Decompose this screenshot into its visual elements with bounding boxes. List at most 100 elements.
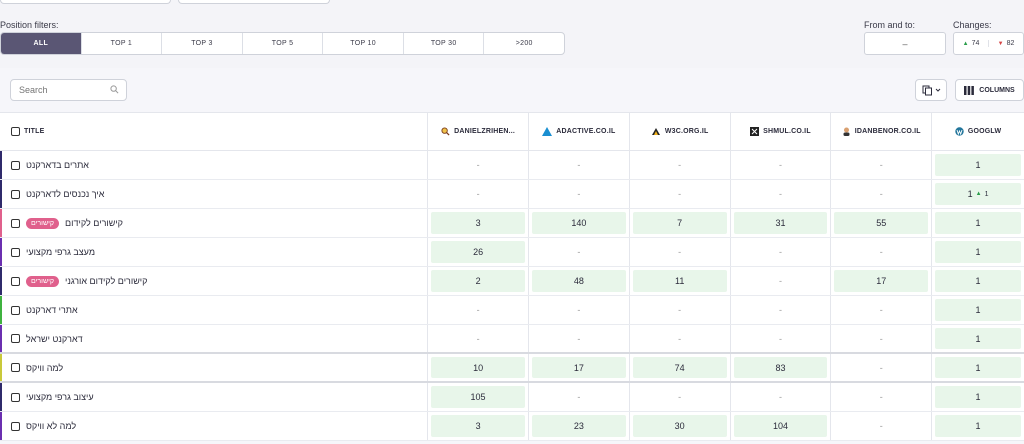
position-cell[interactable]: 3 [427,209,528,237]
table-row[interactable]: דארקנט ישראל - - - - - 1 [0,325,1024,354]
position-cell[interactable]: - [729,151,831,179]
row-checkbox[interactable] [11,421,20,431]
filter-over-200[interactable]: >200 [515,40,533,47]
position-cell[interactable]: 1 [931,412,1024,440]
table-row[interactable]: קישורים קישורים לקידום אורגני 2 48 11 - 17 1 [0,267,1024,296]
select-all-checkbox[interactable] [11,127,20,136]
keyword-title[interactable]: קישורים לקידום אורגני [65,276,148,286]
row-checkbox[interactable] [11,247,20,257]
row-checkbox[interactable] [11,363,20,372]
site-column-header[interactable]: GOOGLW [931,113,1024,150]
position-cell[interactable]: 7 [628,209,730,237]
tag-badge[interactable]: קישורים [26,275,60,287]
position-cell[interactable]: - [729,267,831,295]
position-cell[interactable]: - [729,383,831,411]
position-cell[interactable]: 1 [931,296,1024,324]
table-row[interactable]: למה וויקס 10 17 74 83 - 1 [0,354,1024,383]
row-checkbox[interactable] [11,218,20,228]
position-cell[interactable]: - [830,383,931,411]
position-cell[interactable]: - [628,151,730,179]
position-cell[interactable]: 26 [427,238,528,266]
row-checkbox[interactable] [11,276,20,286]
top-dropdown-stub-1[interactable] [0,0,171,4]
position-cell[interactable]: 48 [527,267,629,295]
position-cell[interactable]: - [628,325,730,352]
title-column-header[interactable]: TITLE [0,113,427,150]
position-cell[interactable]: 104 [729,412,831,440]
position-cell[interactable]: - [527,383,629,411]
position-cell[interactable]: - [427,180,528,208]
filter-all[interactable]: ALL [1,33,82,54]
tag-badge[interactable]: קישורים [26,217,60,229]
position-cell[interactable]: - [729,238,831,266]
site-column-header[interactable]: ADACTIVE.CO.IL [527,113,629,150]
keyword-title[interactable]: אתרי דארקנט [26,305,78,315]
position-cell[interactable]: 30 [628,412,730,440]
position-cell[interactable]: - [628,383,730,411]
table-row[interactable]: למה לא וויקס 3 23 30 104 - 1 [0,412,1024,441]
position-cell[interactable]: 1 [931,209,1024,237]
position-cell[interactable]: - [830,180,931,208]
columns-button[interactable]: COLUMNS [955,79,1024,101]
filter-top-3[interactable]: TOP 3 [162,33,243,54]
position-cell[interactable]: 10 [427,354,528,381]
table-row[interactable]: אתרים בדארקנט - - - - - 1 [0,151,1024,180]
row-checkbox[interactable] [11,305,20,315]
position-cell[interactable]: 1 ▲ 1 [931,180,1024,208]
row-checkbox[interactable] [11,160,20,170]
position-cell[interactable]: - [527,180,629,208]
from-to-range-input[interactable]: – [864,32,946,55]
keyword-title[interactable]: מעצב גרפי מקצועי [26,247,96,257]
position-cell[interactable]: - [527,296,629,324]
position-cell[interactable]: 1 [931,267,1024,295]
position-cell[interactable]: 83 [729,354,831,381]
filter-top-5[interactable]: TOP 5 [243,33,324,54]
keyword-title[interactable]: איך נכנסים לדארקנט [26,189,105,199]
position-cell[interactable]: 17 [830,267,931,295]
position-cell[interactable]: - [830,151,931,179]
site-column-header[interactable]: DANIELZRIHEN... [427,113,528,150]
position-cell[interactable]: 23 [527,412,629,440]
position-cell[interactable]: - [729,325,831,352]
filter-top-10[interactable]: TOP 10 [323,33,404,54]
table-row[interactable]: אתרי דארקנט - - - - - 1 [0,296,1024,325]
top-dropdown-stub-2[interactable] [178,0,330,4]
position-cell[interactable]: 105 [427,383,528,411]
position-cell[interactable]: 140 [527,209,629,237]
position-cell[interactable]: - [830,412,931,440]
filter-top-1[interactable]: TOP 1 [82,33,163,54]
position-cell[interactable]: 11 [628,267,730,295]
table-row[interactable]: מעצב גרפי מקצועי 26 - - - - 1 [0,238,1024,267]
row-checkbox[interactable] [11,392,20,402]
position-cell[interactable]: - [729,180,831,208]
position-cell[interactable]: - [628,296,730,324]
row-checkbox[interactable] [11,334,20,343]
position-cell[interactable]: 17 [527,354,629,381]
table-row[interactable]: איך נכנסים לדארקנט - - - - - 1 ▲ 1 [0,180,1024,209]
keyword-title[interactable]: למה לא וויקס [26,421,77,431]
filter-top-30[interactable]: TOP 30 [404,33,485,54]
table-row[interactable]: קישורים קישורים לקידום 3 140 7 31 55 1 [0,209,1024,238]
keyword-title[interactable]: עיצוב גרפי מקצועי [26,392,94,402]
position-cell[interactable]: 1 [931,354,1024,381]
position-cell[interactable]: 1 [931,238,1024,266]
row-checkbox[interactable] [11,189,20,199]
site-column-header[interactable]: W3C.ORG.IL [628,113,730,150]
table-row[interactable]: עיצוב גרפי מקצועי 105 - - - - 1 [0,383,1024,412]
position-cell[interactable]: 3 [427,412,528,440]
position-cell[interactable]: - [628,180,730,208]
position-cell[interactable]: 2 [427,267,528,295]
search-input[interactable] [10,79,127,101]
position-cell[interactable]: - [830,296,931,324]
position-cell[interactable]: - [527,238,629,266]
position-cell[interactable]: - [427,296,528,324]
site-column-header[interactable]: SHMUL.CO.IL [729,113,831,150]
keyword-title[interactable]: דארקנט ישראל [26,333,83,344]
position-cell[interactable]: 74 [628,354,730,381]
copy-export-button[interactable] [915,79,947,101]
position-cell[interactable]: 1 [931,325,1024,352]
keyword-title[interactable]: אתרים בדארקנט [26,160,89,170]
position-cell[interactable]: - [830,325,931,352]
position-cell[interactable]: - [830,238,931,266]
position-cell[interactable]: - [830,354,931,381]
